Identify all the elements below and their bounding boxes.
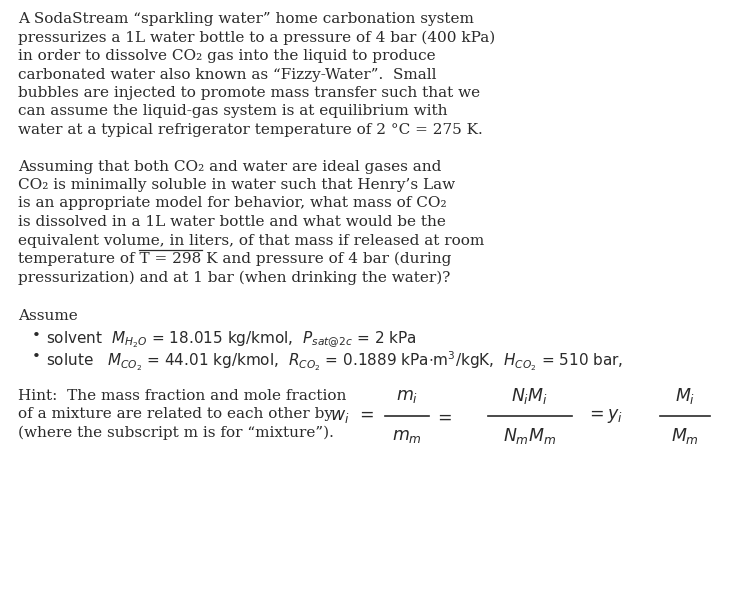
Text: •: •: [32, 350, 41, 364]
Text: bubbles are injected to promote mass transfer such that we: bubbles are injected to promote mass tra…: [18, 86, 480, 100]
Text: can assume the liquid-gas system is at equilibrium with: can assume the liquid-gas system is at e…: [18, 105, 447, 119]
Text: solute   $M_{CO_2}$ = 44.01 kg/kmol,  $R_{CO_2}$ = 0.1889 kPa$\cdot$m$^3$/kgK,  : solute $M_{CO_2}$ = 44.01 kg/kmol, $R_{C…: [46, 350, 623, 373]
Text: solvent  $M_{H_2O}$ = 18.015 kg/kmol,  $P_{sat@2c}$ = 2 kPa: solvent $M_{H_2O}$ = 18.015 kg/kmol, $P_…: [46, 329, 416, 349]
Text: Assume: Assume: [18, 309, 78, 323]
Text: $w_i$  =: $w_i$ =: [330, 407, 374, 425]
Text: $M_i$: $M_i$: [675, 386, 695, 406]
Text: $m_m$: $m_m$: [392, 428, 422, 445]
Text: water at a typical refrigerator temperature of 2 °C = 275 K.: water at a typical refrigerator temperat…: [18, 123, 483, 137]
Text: $m_i$: $m_i$: [396, 387, 418, 405]
Text: $N_m M_m$: $N_m M_m$: [503, 426, 557, 446]
Text: pressurization) and at 1 bar (when drinking the water)?: pressurization) and at 1 bar (when drink…: [18, 270, 450, 285]
Text: carbonated water also known as “Fizzy-Water”.  Small: carbonated water also known as “Fizzy-Wa…: [18, 68, 437, 82]
Text: is an appropriate model for behavior, what mass of CO₂: is an appropriate model for behavior, wh…: [18, 197, 446, 211]
Text: (where the subscript m is for “mixture”).: (where the subscript m is for “mixture”)…: [18, 426, 334, 440]
Text: CO₂ is minimally soluble in water such that Henry’s Law: CO₂ is minimally soluble in water such t…: [18, 178, 455, 192]
Text: A SodaStream “sparkling water” home carbonation system: A SodaStream “sparkling water” home carb…: [18, 12, 474, 26]
Text: Hint:  The mass fraction and mole fraction: Hint: The mass fraction and mole fractio…: [18, 389, 346, 403]
Text: $=$: $=$: [434, 407, 452, 425]
Text: temperature of T = 298 K and pressure of 4 bar (during: temperature of T = 298 K and pressure of…: [18, 252, 452, 266]
Text: pressurizes a 1L water bottle to a pressure of 4 bar (400 kPa): pressurizes a 1L water bottle to a press…: [18, 30, 495, 45]
Text: of a mixture are related to each other by: of a mixture are related to each other b…: [18, 407, 333, 421]
Text: •: •: [32, 329, 41, 343]
Text: $= y_i$: $= y_i$: [586, 407, 623, 425]
Text: $M_m$: $M_m$: [671, 426, 699, 446]
Text: is dissolved in a 1L water bottle and what would be the: is dissolved in a 1L water bottle and wh…: [18, 215, 446, 229]
Text: Assuming that both CO₂ and water are ideal gases and: Assuming that both CO₂ and water are ide…: [18, 160, 441, 174]
Text: in order to dissolve CO₂ gas into the liquid to produce: in order to dissolve CO₂ gas into the li…: [18, 49, 436, 63]
Text: equivalent volume, in liters, of that mass if released at room: equivalent volume, in liters, of that ma…: [18, 233, 485, 247]
Text: $N_i M_i$: $N_i M_i$: [512, 386, 548, 406]
